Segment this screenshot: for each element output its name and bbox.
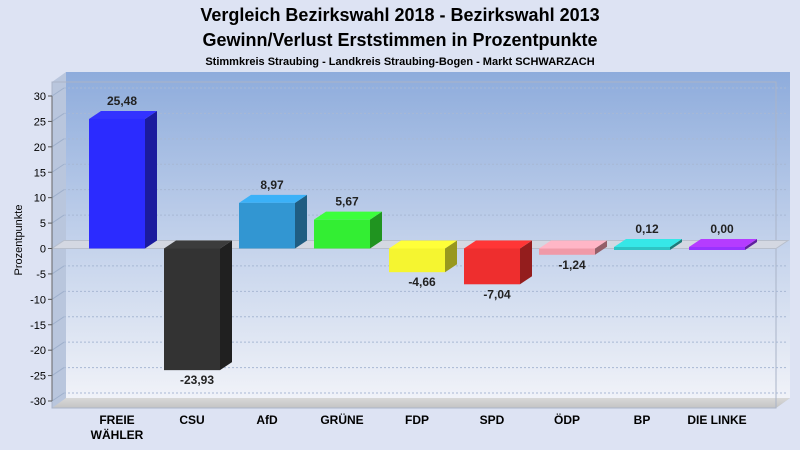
x-tick-label: CSU xyxy=(179,413,204,427)
bar-top xyxy=(614,239,682,247)
y-tick-label: 30 xyxy=(34,91,46,103)
bar-bp xyxy=(614,239,682,250)
gridline-depth xyxy=(51,290,65,300)
gridline-depth xyxy=(51,87,65,97)
x-tick-label: FDP xyxy=(405,413,429,427)
x-tick-label: GRÜNE xyxy=(320,412,363,427)
bar-side xyxy=(145,110,157,249)
bar-side xyxy=(670,239,682,250)
bar-front xyxy=(464,248,520,285)
x-tick-label: DIE LINKE xyxy=(687,413,746,427)
y-axis-label: Prozentpunkte xyxy=(13,205,25,276)
bar-top xyxy=(539,240,607,249)
bar-freie-wähler xyxy=(89,110,157,249)
y-tick-label: 0 xyxy=(40,244,46,256)
bar-top xyxy=(314,211,382,220)
gridline-depth xyxy=(51,265,65,275)
x-tick-label: ÖDP xyxy=(554,412,580,427)
y-tick-label: 10 xyxy=(34,193,46,205)
gridline-depth xyxy=(51,316,65,326)
bar-front xyxy=(239,202,295,249)
y-tick-label: 25 xyxy=(34,116,46,128)
gridline-depth xyxy=(51,189,65,199)
bar-spd xyxy=(464,240,532,285)
data-label: -23,93 xyxy=(180,373,214,387)
gridline-depth xyxy=(51,341,65,351)
y-tick-label: 5 xyxy=(40,218,46,230)
y-tick-label: -30 xyxy=(30,396,46,408)
gridline-depth xyxy=(51,113,65,122)
data-label: -1,24 xyxy=(558,258,586,272)
x-tick-label: WÄHLER xyxy=(91,427,144,442)
bar-fdp xyxy=(389,240,457,273)
bar-side xyxy=(445,240,457,273)
bar-side xyxy=(295,194,307,249)
bar-afd xyxy=(239,194,307,249)
bar-side xyxy=(595,240,607,255)
gridline-depth xyxy=(51,392,65,402)
bar-front xyxy=(89,118,145,249)
gridline-depth xyxy=(51,367,65,376)
y-tick-label: -15 xyxy=(30,320,46,332)
data-label: -4,66 xyxy=(408,275,436,289)
data-label: 25,48 xyxy=(107,94,137,108)
y-axis: 30 25 20 15 10 5 0 -5 -10 -15 -20 -25 -30 xyxy=(30,91,53,408)
bar-top xyxy=(389,240,457,249)
x-tick-label: SPD xyxy=(480,413,505,427)
plot-floor xyxy=(52,398,790,408)
bar-top xyxy=(239,194,307,203)
chart-subtitle: Gewinn/Verlust Erststimmen in Prozentpun… xyxy=(202,30,597,50)
data-label: 0,00 xyxy=(710,222,734,236)
y-tick-label: 20 xyxy=(34,142,46,154)
data-label: 5,67 xyxy=(335,195,359,209)
bar-top xyxy=(164,240,232,249)
y-tick-label: 15 xyxy=(34,167,46,179)
bar-front xyxy=(689,247,745,250)
bars xyxy=(89,110,757,371)
data-label: -7,04 xyxy=(483,287,511,301)
bar-top xyxy=(89,110,157,119)
data-label: 8,97 xyxy=(260,178,284,192)
bar-front xyxy=(614,247,670,250)
bar-csu xyxy=(164,240,232,371)
bar-ödp xyxy=(539,240,607,255)
gridline-depth xyxy=(51,138,65,148)
bar-front xyxy=(539,248,595,255)
bar-side xyxy=(745,239,757,250)
gridline-depth xyxy=(51,214,65,224)
y-tick-label: -20 xyxy=(30,345,46,357)
chart-title: Vergleich Bezirkswahl 2018 - Bezirkswahl… xyxy=(200,5,599,25)
y-tick-label: -25 xyxy=(30,371,46,383)
bar-side xyxy=(220,240,232,371)
x-tick-label: FREIE xyxy=(99,413,134,427)
x-tick-label: AfD xyxy=(256,413,278,427)
bar-front xyxy=(314,219,370,249)
y-tick-label: -5 xyxy=(36,269,46,281)
bar-side xyxy=(520,240,532,285)
bar-top xyxy=(464,240,532,249)
data-label: 0,12 xyxy=(635,222,659,236)
gridline-depth xyxy=(51,163,65,173)
chart-caption: Stimmkreis Straubing - Landkreis Straubi… xyxy=(205,56,594,68)
bar-top xyxy=(689,239,757,247)
bar-die-linke xyxy=(689,239,757,250)
y-tick-label: -10 xyxy=(30,294,46,306)
bar-side xyxy=(370,211,382,249)
bar-front xyxy=(164,248,220,371)
bar-front xyxy=(389,248,445,273)
x-tick-label: BP xyxy=(634,413,651,427)
bar-grüne xyxy=(314,211,382,249)
